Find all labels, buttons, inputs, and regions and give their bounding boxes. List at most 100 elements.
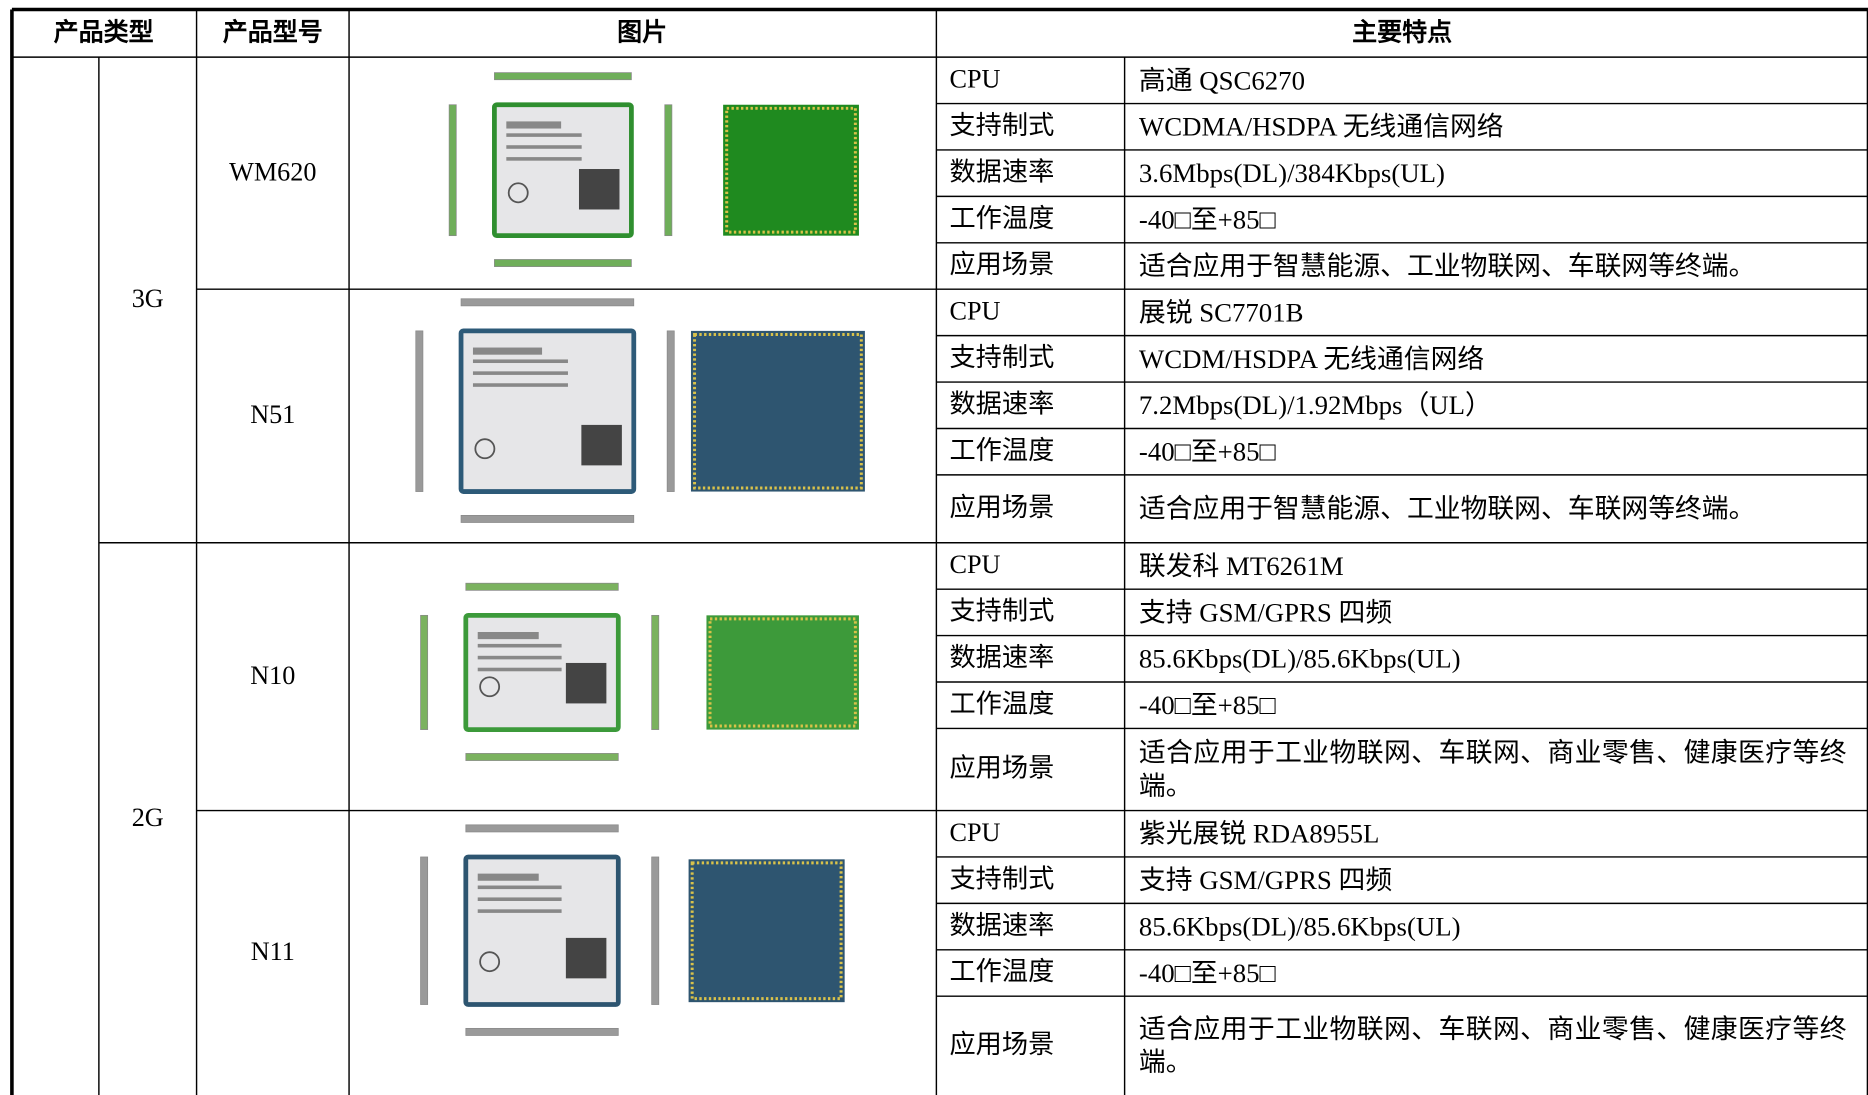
module-print [477,897,562,901]
module-pads [690,861,843,1001]
module-strip [465,824,619,833]
feature-label: 工作温度 [949,689,1054,718]
module-mark [474,438,496,460]
model-name: N11 [251,937,295,966]
feature-cell: 高通 QSC6270 [1138,64,1305,95]
module-strip [651,614,660,730]
module-back [723,104,859,236]
feature-label: 工作温度 [949,957,1054,986]
feature-value: 85.6Kbps(DL)/85.6Kbps(UL) [1138,643,1461,674]
module-strip [664,104,673,237]
feature-label: 工作温度 [949,436,1054,465]
module-print [472,371,568,375]
feature-value: 紫光展锐 RDA8955L [1138,818,1380,849]
module-mark [479,676,501,698]
module-pads [725,106,857,234]
feature-label: 应用场景 [949,250,1054,279]
module-mark [479,951,501,973]
feature-cell: 适合应用于工业物联网、车联网、商业零售、健康医疗等终端。 [1138,1013,1847,1077]
module-strip [666,330,675,492]
feature-label: 工作温度 [949,204,1054,233]
module-strip [494,72,632,81]
feature-label: 应用场景 [949,1030,1054,1059]
feature-cell: 7.2Mbps(DL)/1.92Mbps（UL） [1138,389,1492,420]
module-face [458,328,637,494]
model-name: N51 [250,400,295,429]
feature-cell: 适合应用于智慧能源、工业物联网、车联网等终端。 [1139,493,1756,523]
module-strip [448,104,457,237]
feature-cell: -40□至+85□ [1138,689,1276,720]
feature-cell: 3.6Mbps(DL)/384Kbps(UL) [1138,157,1445,188]
module-strip [651,856,660,1005]
feature-value: -40□至+85□ [1138,957,1276,988]
module-pads [708,617,857,728]
feature-label: CPU [949,550,1000,579]
module-qr [578,169,620,210]
module-print [472,359,568,364]
module-strip [465,753,619,761]
module-print [477,632,539,640]
module-back [690,330,865,492]
feature-value: -40□至+85□ [1138,436,1276,466]
feature-cell: 85.6Kbps(DL)/85.6Kbps(UL) [1138,643,1461,674]
module-mark [507,182,529,204]
module-qr [565,937,607,979]
feature-value: 适合应用于智慧能源、工业物联网、车联网等终端。 [1138,250,1756,281]
feature-label: 应用场景 [949,754,1054,783]
feature-cell: 紫光展锐 RDA8955L [1138,818,1380,849]
feature-value: 支持 GSM/GPRS 四频 [1138,864,1393,895]
feature-cell: WCDMA/HSDPA 无线通信网络 [1138,111,1504,142]
feature-value: 高通 QSC6270 [1138,64,1305,95]
feature-cell: 85.6Kbps(DL)/85.6Kbps(UL) [1138,911,1461,941]
feature-cell: 适合应用于智慧能源、工业物联网、车联网等终端。 [1138,250,1756,281]
feature-cell: -40□至+85□ [1138,204,1276,234]
module-qr [565,662,607,704]
feature-value: 支持 GSM/GPRS 四频 [1138,596,1393,627]
feature-cell: 展锐 SC7701B [1138,296,1304,327]
feature-value: WCDM/HSDPA 无线通信网络 [1138,343,1485,374]
module-print [477,655,562,660]
module-print [477,667,562,672]
module-print [506,157,582,161]
feature-label: CPU [949,65,1000,94]
feature-cell: WCDM/HSDPA 无线通信网络 [1138,343,1485,374]
feature-value: 7.2Mbps(DL)/1.92Mbps（UL） [1138,389,1492,420]
feature-cell: 联发科 MT6261M [1138,550,1344,581]
feature-value: 适合应用于工业物联网、车联网、商业零售、健康医疗等终端。 [1138,1013,1847,1077]
feature-value: WCDMA/HSDPA 无线通信网络 [1138,111,1504,142]
feature-value: -40□至+85□ [1138,204,1276,234]
feature-value: 85.6Kbps(DL)/85.6Kbps(UL) [1138,911,1461,941]
model-name: N10 [250,661,295,690]
module-print [477,885,562,890]
module-print [506,133,582,137]
module-strip [415,330,424,492]
feature-label: CPU [949,297,1000,326]
feature-label: 应用场景 [949,493,1054,522]
feature-value: 展锐 SC7701B [1138,296,1304,327]
feature-label: 支持制式 [949,111,1054,140]
module-strip [460,515,635,523]
module-print [472,383,568,387]
product-type: 2G [132,803,164,832]
model-name: WM620 [229,157,316,186]
module-back [706,615,859,730]
feature-cell: 适合应用于工业物联网、车联网、商业零售、健康医疗等终端。 [1139,737,1847,800]
feature-label: CPU [949,818,1000,847]
module-strip [420,614,429,730]
header-cell: 产品型号 [223,17,323,46]
module-strip [465,582,619,591]
product-type: 3G [132,284,164,313]
module-qr [581,424,622,466]
feature-value: 联发科 MT6261M [1138,550,1344,581]
module-print [477,873,539,881]
feature-label: 数据速率 [949,389,1054,418]
feature-value: -40□至+85□ [1138,689,1276,720]
module-print [506,121,562,129]
feature-label: 支持制式 [949,597,1054,626]
feature-value: 3.6Mbps(DL)/384Kbps(UL) [1138,157,1445,188]
module-pads [693,332,863,490]
module-strip [460,298,635,307]
feature-label: 数据速率 [949,157,1054,186]
